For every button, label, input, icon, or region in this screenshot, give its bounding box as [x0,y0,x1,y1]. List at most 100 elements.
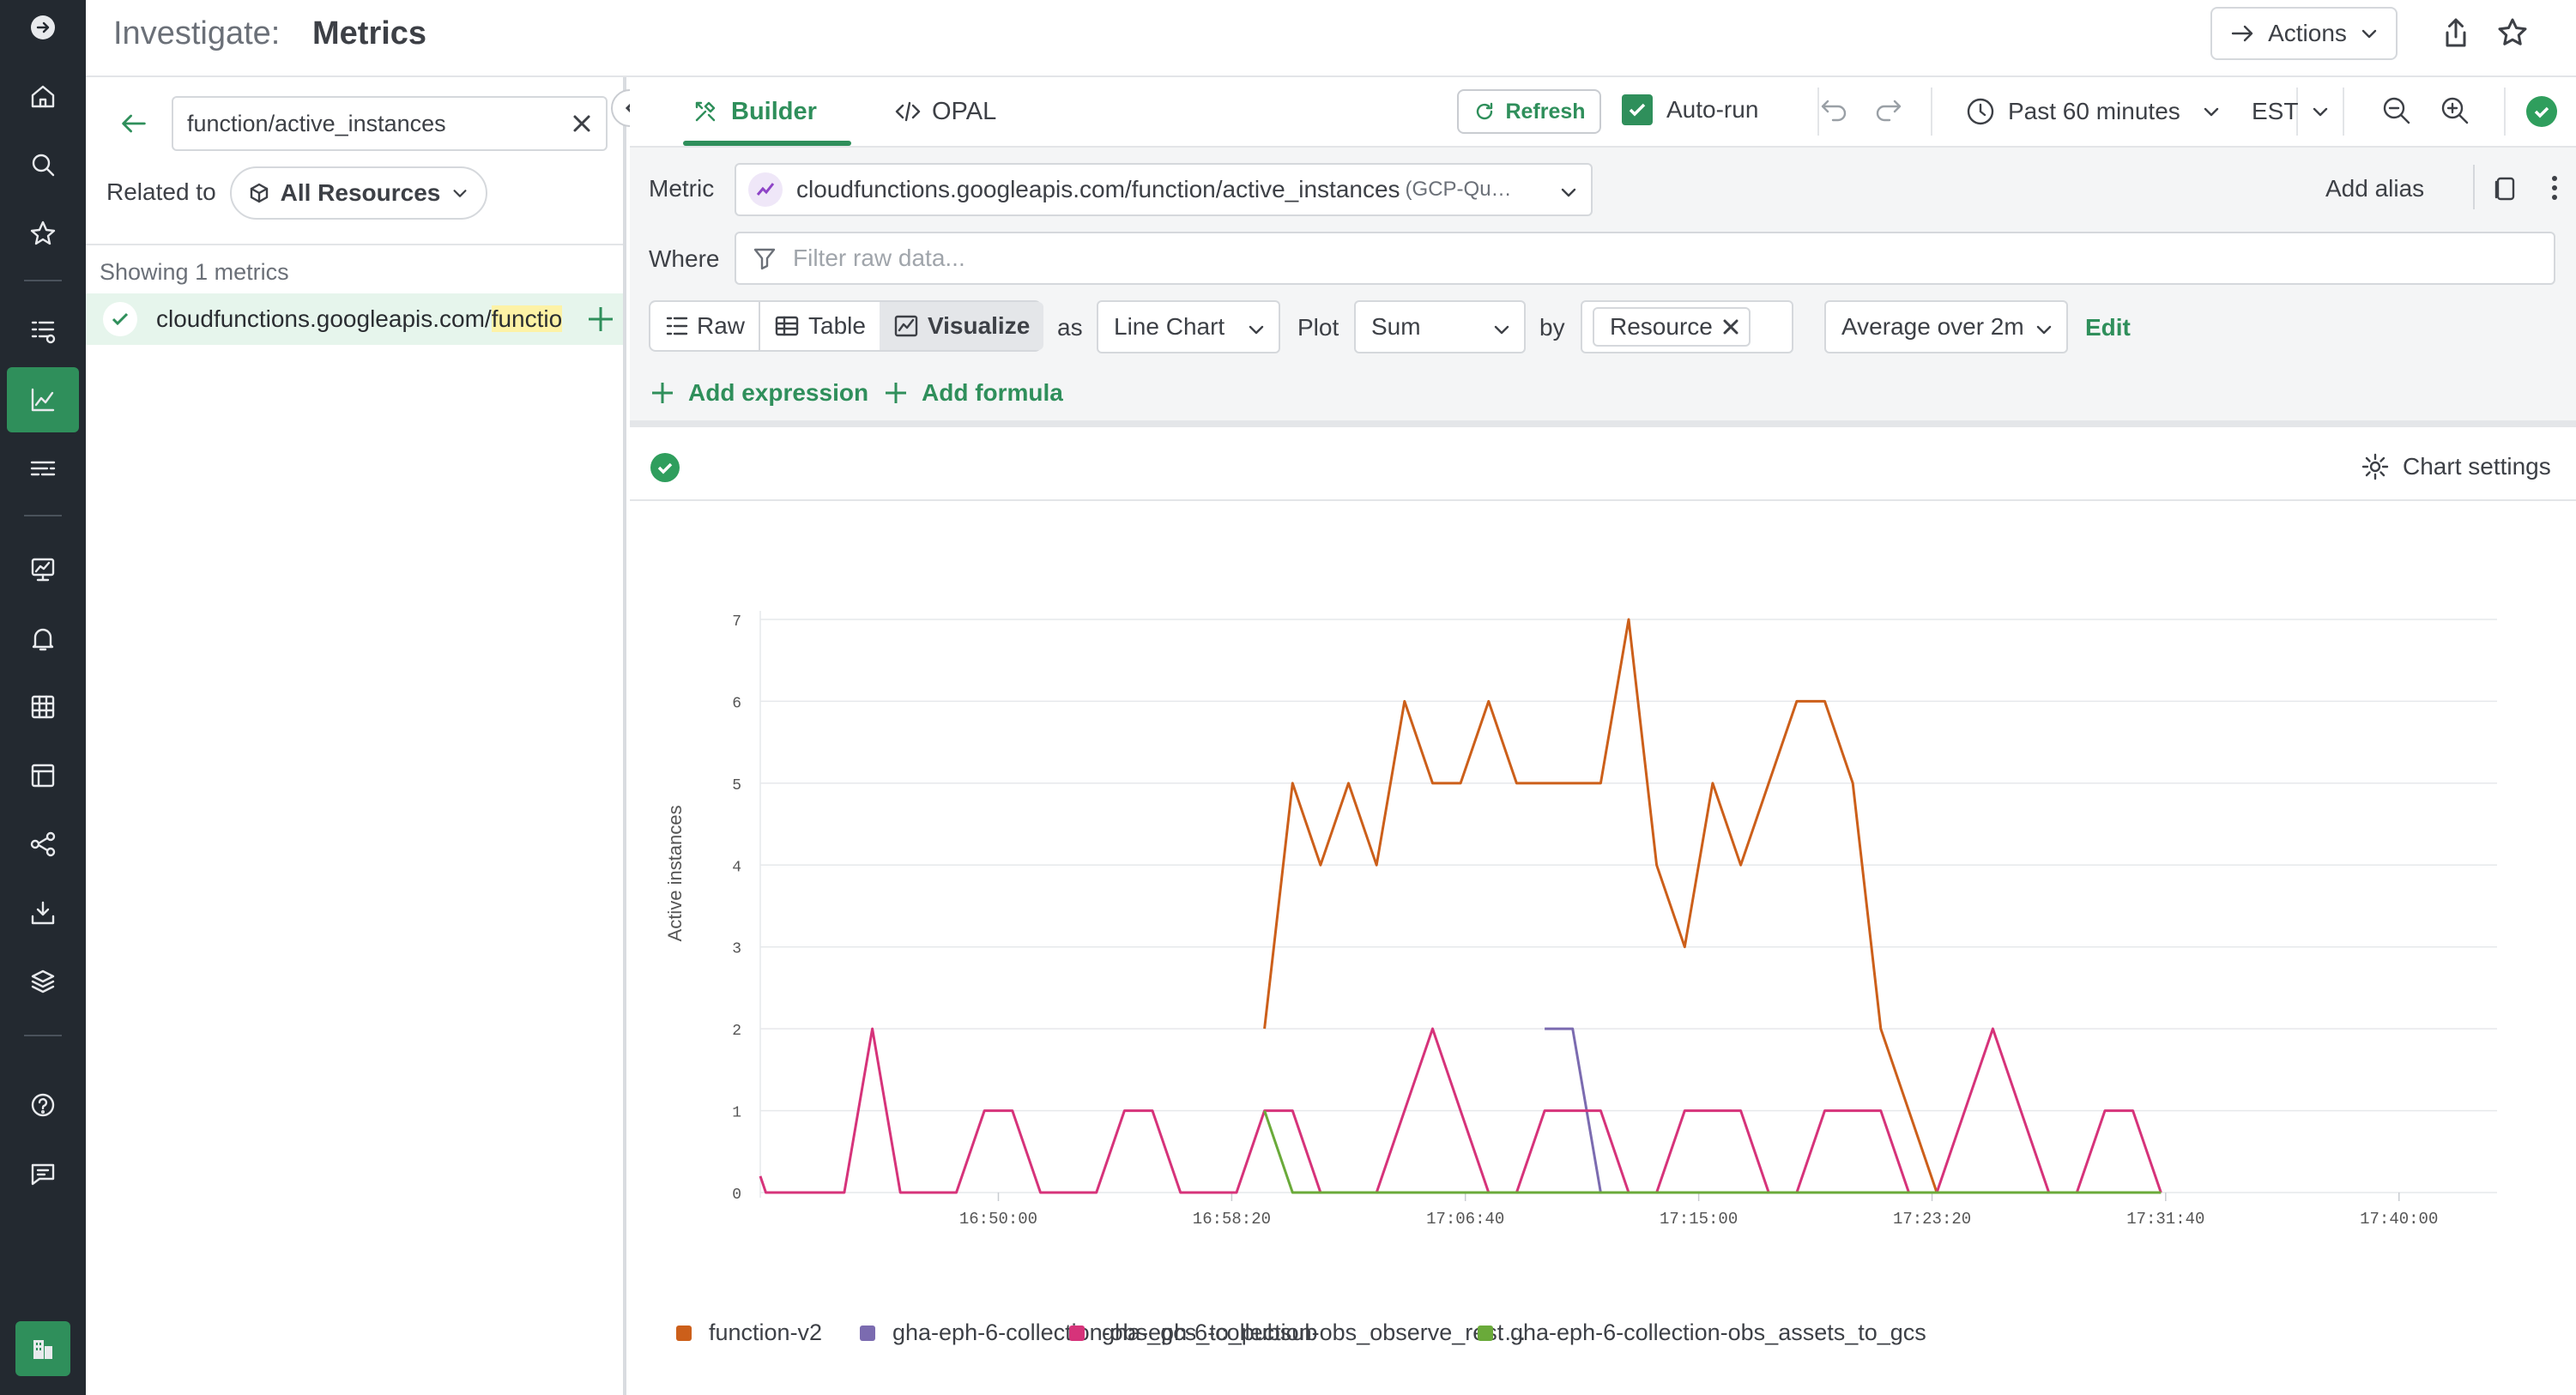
zoom-out-icon[interactable] [2380,94,2413,127]
expand-nav-button[interactable] [7,0,79,60]
nav-apps[interactable] [7,949,79,1014]
legend-item[interactable]: function-v2 [676,1320,822,1346]
arrow-circle-right-icon [31,15,55,39]
ingest-tray-icon [31,901,55,925]
nav-home[interactable] [7,63,79,129]
metric-type-icon [748,172,783,207]
tab-builder[interactable]: Builder [692,77,817,146]
actions-button[interactable]: Actions [2210,7,2398,60]
chart-legend: function-v2 gha-eph-6-collection-obs_gcs_… [630,1309,2576,1361]
time-range-picker[interactable]: Past 60 minutes [1965,93,2222,130]
clock-icon [1967,98,1994,125]
nav-monitors[interactable] [7,606,79,671]
star-icon [30,220,56,245]
mode-visualize-button[interactable]: Visualize [879,302,1044,350]
nav-search[interactable] [7,132,79,197]
timezone-picker[interactable]: EST [2252,93,2331,130]
add-alias-button[interactable]: Add alias [2325,175,2425,202]
workspace-button[interactable] [15,1321,70,1376]
tab-opal-label: OPAL [932,97,997,125]
legend-item[interactable]: gha-eph-6-collection-obs_assets_to_gcs [1478,1320,1926,1346]
y-tick-label: 2 [732,1023,741,1040]
cube-icon [250,183,268,203]
add-metric-icon[interactable] [585,304,616,335]
nav-dashboards[interactable] [7,537,79,602]
nav-logs[interactable] [7,299,79,364]
series-line-1[interactable] [1263,618,2162,1194]
more-vertical-icon[interactable] [2540,173,2569,202]
nav-worksheets[interactable] [7,743,79,808]
chart-type-select[interactable]: Line Chart [1097,300,1280,353]
nav-datasets[interactable] [7,674,79,740]
copy-icon[interactable] [2490,173,2519,202]
chevron-down-icon [1249,325,1264,335]
nav-favorites[interactable] [7,201,79,266]
chart-settings-label: Chart settings [2403,453,2551,480]
bell-icon [32,628,54,651]
plot-aggregation-select[interactable]: Sum [1354,300,1526,353]
remove-tag-icon[interactable] [1721,317,1740,336]
related-to-label: Related to [106,178,216,205]
legend-item[interactable]: gha-eph-6-collection-obs_gcs_to_pubsub [860,1320,1317,1346]
refresh-button[interactable]: Refresh [1457,89,1601,134]
y-tick-label: 6 [732,695,741,712]
add-expression-label: Add expression [688,379,869,406]
where-placeholder: Filter raw data... [793,245,965,271]
y-tick-label: 7 [732,613,741,631]
legend-item[interactable]: gha-eph-6-collection-obs_observe_rest… [1069,1320,1527,1346]
where-filter-input[interactable]: Filter raw data... [735,232,2555,285]
metric-source: (GCP-Qu… [1405,178,1512,201]
add-expression-button[interactable]: Add expression [649,379,868,407]
as-label: as [1057,314,1083,341]
tools-icon [695,101,716,122]
chart-settings-button[interactable]: Chart settings [2360,448,2551,486]
y-tick-label: 0 [732,1187,741,1204]
chevron-down-icon [2204,107,2218,117]
legend-label: gha-eph-6-collection-obs_gcs_to_pubsub [892,1320,1318,1345]
x-tick-label: 17:23:20 [1893,1210,1971,1229]
mode-table-label: Table [808,312,866,339]
nav-help[interactable] [7,1072,79,1138]
resource-filter-dropdown[interactable]: All Resources [230,166,487,220]
metric-result-item[interactable]: cloudfunctions.googleapis.com/functio [86,293,623,345]
edit-aggregation-link[interactable]: Edit [2085,314,2131,341]
mode-raw-label: Raw [697,312,746,339]
chevron-down-icon [1494,325,1509,335]
layers-icon [31,969,55,993]
share-button[interactable] [2439,15,2476,53]
chevron-down-icon [2361,29,2377,39]
refresh-icon [1477,102,1493,120]
y-tick-label: 4 [732,859,741,876]
metric-search-input[interactable]: function/active_instances [172,96,608,151]
time-aggregation-select[interactable]: Average over 2m [1824,300,2068,353]
mode-raw-button[interactable]: Raw [650,302,761,350]
x-tick-label: 17:31:40 [2126,1210,2204,1229]
mode-table-button[interactable]: Table [760,302,880,350]
nav-service-map[interactable] [7,812,79,877]
traces-icon [30,461,56,476]
redo-icon[interactable] [1872,96,1907,127]
arrow-left-icon [122,114,146,133]
nav-data-ingest[interactable] [7,880,79,945]
nav-feedback[interactable] [7,1141,79,1206]
group-by-input[interactable]: Resource [1581,300,1793,353]
time-range-label: Past 60 minutes [2008,98,2180,124]
query-toolbar: Builder OPAL Refresh Auto-run Past 60 mi… [630,77,2576,148]
clear-search-icon[interactable] [570,112,594,136]
zoom-in-icon[interactable] [2439,94,2471,127]
back-button[interactable] [118,108,153,142]
metric-selector[interactable]: cloudfunctions.googleapis.com/function/a… [735,163,1593,216]
undo-icon[interactable] [1816,96,1850,127]
line-chart[interactable]: 0 1 2 3 4 5 6 7 16:50:00 16:58:20 17:06:40 17:15:0… [630,501,2576,1395]
autorun-checkbox[interactable] [1622,94,1653,125]
metric-search-value: function/active_instances [187,110,446,136]
add-formula-button[interactable]: Add formula [882,379,1063,407]
favorite-button[interactable] [2495,15,2533,53]
chart-panel: Chart settings 0 1 2 3 4 5 6 7 16:50:00 16:58:20… [630,434,2576,1395]
tab-opal[interactable]: OPAL [894,77,996,146]
series-line-4[interactable] [1263,1110,2162,1194]
nav-metrics[interactable] [7,367,79,432]
nav-traces[interactable] [7,436,79,501]
plus-icon [652,383,673,403]
metric-selector-value: cloudfunctions.googleapis.com/function/a… [796,176,1400,202]
